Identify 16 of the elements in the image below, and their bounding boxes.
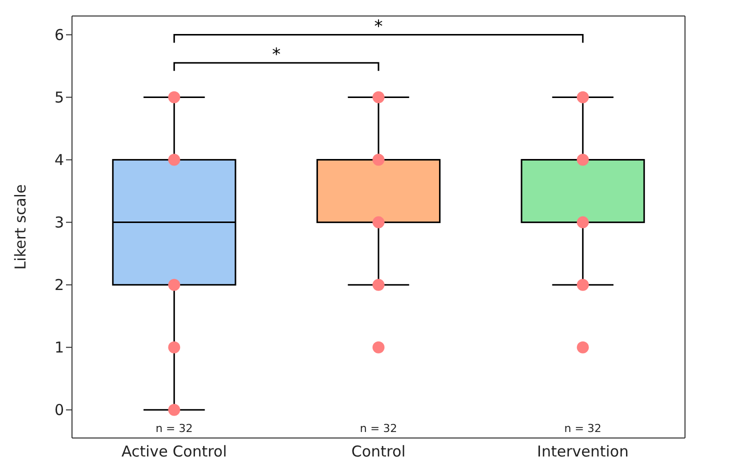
annotation: n = 32: [156, 422, 193, 435]
y-tick-label: 3: [54, 214, 64, 232]
annotation: *: [374, 16, 383, 37]
annotation: n = 32: [564, 422, 602, 435]
x-tick-label: Intervention: [537, 442, 629, 461]
annotation: n = 32: [360, 422, 398, 435]
y-tick-label: 5: [54, 88, 64, 107]
y-tick-label: 0: [54, 401, 64, 420]
y-tick-label: 4: [54, 151, 64, 170]
annotation: *: [272, 44, 281, 65]
y-axis-title: Likert scale: [11, 184, 30, 270]
y-tick-label: 2: [54, 276, 64, 294]
y-tick-label: 1: [54, 338, 64, 357]
y-tick-label: 6: [54, 26, 64, 44]
x-tick-label: Control: [351, 442, 406, 461]
x-tick-label: Active Control: [121, 442, 227, 461]
